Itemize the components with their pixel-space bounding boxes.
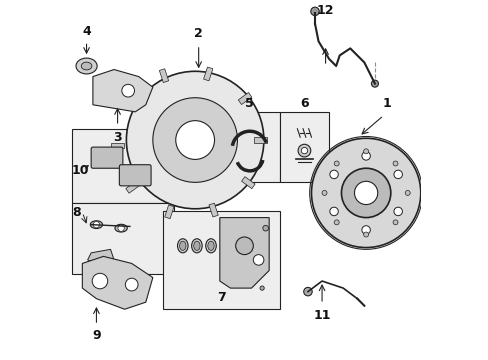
Circle shape — [311, 138, 420, 248]
Circle shape — [260, 286, 264, 290]
Bar — [220, 112, 279, 183]
Bar — [125, 181, 139, 193]
Bar — [72, 130, 174, 203]
Text: 1: 1 — [382, 97, 391, 110]
Circle shape — [126, 71, 264, 209]
Circle shape — [262, 225, 268, 231]
Circle shape — [235, 237, 253, 255]
Bar — [111, 143, 123, 148]
Circle shape — [341, 168, 390, 217]
Ellipse shape — [115, 224, 127, 232]
Circle shape — [298, 144, 310, 157]
Circle shape — [122, 84, 134, 97]
Circle shape — [354, 181, 377, 204]
Circle shape — [93, 221, 100, 228]
Bar — [241, 177, 255, 189]
Bar — [159, 69, 168, 82]
Circle shape — [175, 121, 214, 159]
Text: 8: 8 — [72, 206, 80, 219]
Circle shape — [393, 170, 402, 179]
Circle shape — [371, 80, 378, 87]
Bar — [203, 67, 212, 81]
Circle shape — [334, 161, 339, 166]
Circle shape — [92, 273, 107, 289]
Bar — [279, 112, 328, 183]
Circle shape — [392, 161, 397, 166]
Circle shape — [153, 98, 237, 183]
Circle shape — [329, 207, 338, 216]
Circle shape — [303, 287, 311, 296]
Ellipse shape — [90, 221, 102, 229]
Ellipse shape — [205, 239, 216, 253]
Ellipse shape — [179, 241, 185, 251]
FancyBboxPatch shape — [91, 147, 122, 168]
Circle shape — [361, 226, 369, 234]
Circle shape — [334, 220, 339, 225]
Circle shape — [363, 149, 368, 154]
Circle shape — [310, 7, 319, 15]
Circle shape — [363, 232, 368, 237]
Text: 6: 6 — [300, 97, 308, 110]
FancyBboxPatch shape — [119, 165, 151, 186]
Ellipse shape — [177, 239, 188, 253]
Circle shape — [393, 207, 402, 216]
Circle shape — [301, 148, 307, 154]
Circle shape — [329, 170, 338, 179]
Ellipse shape — [81, 62, 92, 70]
Circle shape — [253, 255, 264, 265]
Ellipse shape — [207, 241, 214, 251]
Circle shape — [322, 190, 326, 195]
Circle shape — [118, 225, 124, 231]
Text: 3: 3 — [113, 131, 122, 144]
Circle shape — [125, 278, 138, 291]
Polygon shape — [87, 249, 114, 265]
Polygon shape — [220, 217, 268, 288]
Circle shape — [405, 190, 409, 195]
Polygon shape — [93, 69, 153, 112]
Circle shape — [392, 220, 397, 225]
Text: 9: 9 — [92, 329, 101, 342]
Bar — [72, 203, 174, 274]
Ellipse shape — [193, 241, 200, 251]
Text: 10: 10 — [72, 163, 89, 176]
Ellipse shape — [76, 58, 97, 74]
Bar — [163, 211, 279, 309]
Text: 4: 4 — [82, 25, 91, 38]
Bar — [238, 93, 251, 104]
Text: 7: 7 — [217, 291, 225, 304]
Circle shape — [361, 152, 369, 160]
Bar — [208, 203, 218, 217]
Text: 12: 12 — [316, 4, 334, 17]
Polygon shape — [82, 256, 153, 309]
Ellipse shape — [191, 239, 202, 253]
Bar — [164, 205, 174, 219]
Text: 5: 5 — [245, 97, 254, 110]
Bar — [253, 137, 266, 143]
Bar — [122, 97, 136, 109]
Text: 11: 11 — [313, 309, 330, 322]
Text: 2: 2 — [194, 27, 203, 40]
